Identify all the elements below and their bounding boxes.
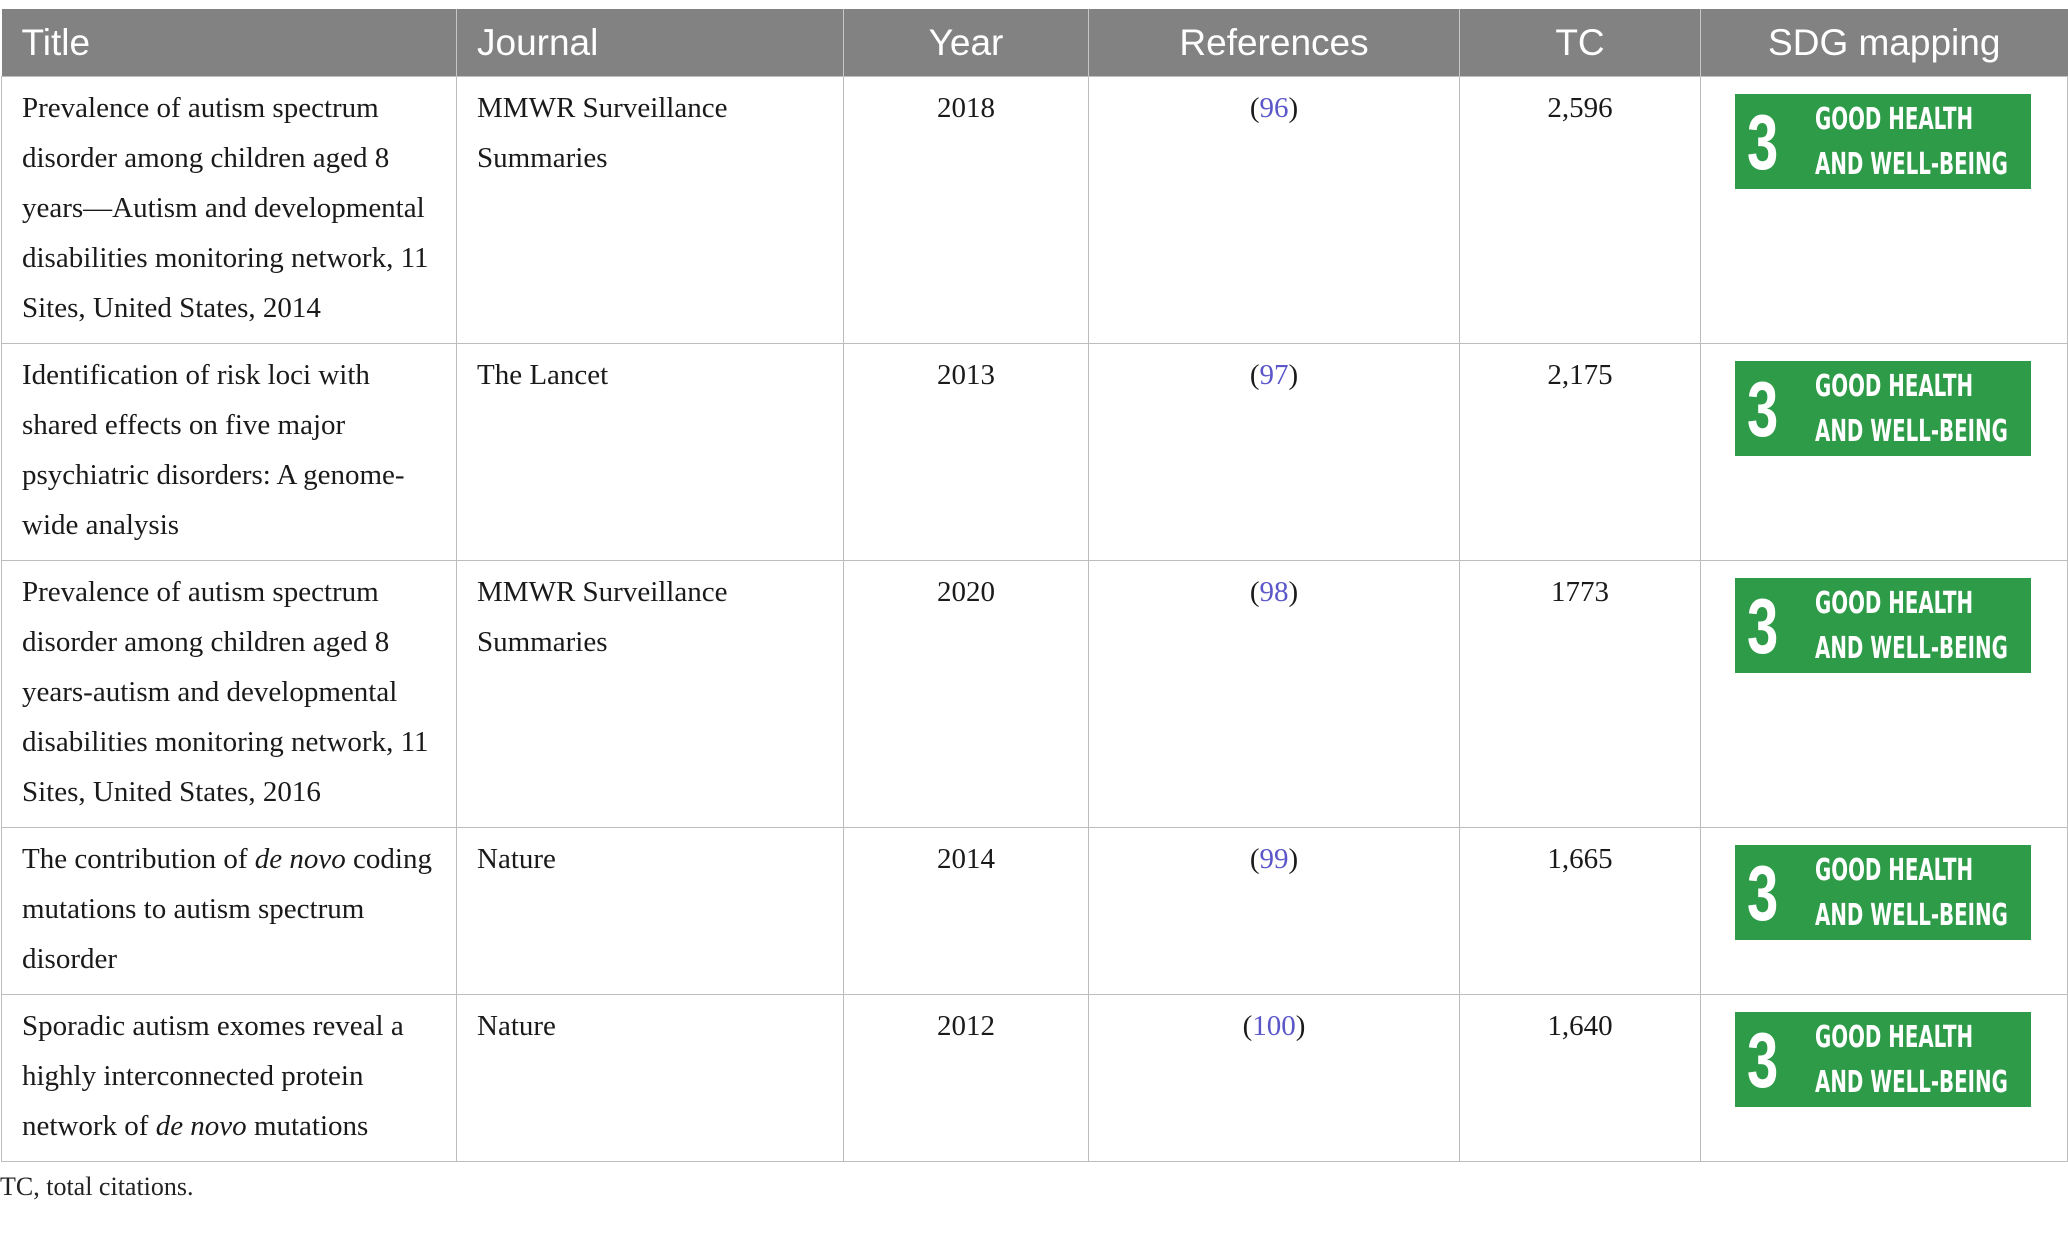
cell-sdg: 3 GOOD HEALTH AND WELL-BEING	[1700, 76, 2068, 344]
cell-sdg: 3 GOOD HEALTH AND WELL-BEING	[1700, 827, 2068, 995]
cell-sdg: 3 GOOD HEALTH AND WELL-BEING	[1700, 343, 2068, 561]
cell-title: Identification of risk loci with shared …	[1, 343, 457, 561]
title-text-pre: Sporadic autism exomes reveal a highly i…	[22, 1010, 404, 1142]
sdg-goal-3-badge: 3 GOOD HEALTH AND WELL-BEING	[1735, 578, 2031, 673]
cell-journal: MMWR Surveillance Summaries	[456, 560, 844, 828]
title-text-post: coding mutations to autism spectrum diso…	[22, 843, 432, 975]
cell-year: 2014	[843, 827, 1089, 995]
sdg-number: 3	[1747, 581, 1779, 670]
reference-link[interactable]: 97	[1259, 359, 1289, 391]
cell-reference: (100)	[1088, 994, 1460, 1162]
cell-title: Prevalence of autism spectrum disorder a…	[1, 560, 457, 828]
reference-link[interactable]: 99	[1259, 843, 1289, 875]
cell-tc: 2,596	[1459, 76, 1701, 344]
header-sdg-mapping: SDG mapping	[1700, 9, 2068, 77]
ref-open-paren: (	[1249, 92, 1260, 124]
ref-close-paren: )	[1288, 359, 1299, 391]
table-row: Sporadic autism exomes reveal a highly i…	[1, 994, 2068, 1162]
cell-year: 2012	[843, 994, 1089, 1162]
title-text-post: mutations	[246, 1110, 369, 1142]
table-header-row: Title Journal Year References TC SDG map…	[1, 9, 2068, 77]
title-text-pre: The contribution of	[22, 843, 255, 875]
header-year: Year	[843, 9, 1089, 77]
reference-link[interactable]: 98	[1259, 576, 1289, 608]
sdg-label-line1: GOOD HEALTH	[1815, 101, 1974, 137]
cell-tc: 2,175	[1459, 343, 1701, 561]
cell-tc: 1773	[1459, 560, 1701, 828]
cell-tc: 1,665	[1459, 827, 1701, 995]
sdg-label: GOOD HEALTH AND WELL-BEING	[1815, 97, 2008, 187]
ref-close-paren: )	[1288, 576, 1299, 608]
cell-year: 2013	[843, 343, 1089, 561]
table-row: Prevalence of autism spectrum disorder a…	[1, 560, 2068, 828]
cell-reference: (96)	[1088, 76, 1460, 344]
cell-title: The contribution of de novo coding mutat…	[1, 827, 457, 995]
header-references: References	[1088, 9, 1460, 77]
sdg-label-line1: GOOD HEALTH	[1815, 852, 1974, 888]
ref-open-paren: (	[1249, 576, 1260, 608]
sdg-label-line2: AND WELL-BEING	[1815, 413, 2008, 449]
reference-link[interactable]: 100	[1252, 1010, 1296, 1042]
sdg-number: 3	[1747, 1015, 1779, 1104]
header-journal: Journal	[456, 9, 844, 77]
cell-title: Sporadic autism exomes reveal a highly i…	[1, 994, 457, 1162]
sdg-label-line1: GOOD HEALTH	[1815, 1019, 1974, 1055]
sdg-number: 3	[1747, 97, 1779, 186]
table-row: Prevalence of autism spectrum disorder a…	[1, 76, 2068, 344]
cell-sdg: 3 GOOD HEALTH AND WELL-BEING	[1700, 560, 2068, 828]
reference-link[interactable]: 96	[1259, 92, 1289, 124]
title-text-italic: de novo	[254, 843, 346, 875]
sdg-label: GOOD HEALTH AND WELL-BEING	[1815, 581, 2008, 671]
sdg-label-line2: AND WELL-BEING	[1815, 1064, 2008, 1100]
sdg-label: GOOD HEALTH AND WELL-BEING	[1815, 364, 2008, 454]
ref-close-paren: )	[1288, 843, 1299, 875]
cell-sdg: 3 GOOD HEALTH AND WELL-BEING	[1700, 994, 2068, 1162]
cell-reference: (97)	[1088, 343, 1460, 561]
table-footnote: TC, total citations.	[0, 1172, 194, 1201]
ref-open-paren: (	[1242, 1010, 1253, 1042]
cell-journal: Nature	[456, 994, 844, 1162]
sdg-label: GOOD HEALTH AND WELL-BEING	[1815, 1015, 2008, 1105]
cell-year: 2020	[843, 560, 1089, 828]
cell-reference: (98)	[1088, 560, 1460, 828]
cell-reference: (99)	[1088, 827, 1460, 995]
ref-close-paren: )	[1295, 1010, 1306, 1042]
header-title: Title	[1, 9, 457, 77]
cell-journal: Nature	[456, 827, 844, 995]
ref-close-paren: )	[1288, 92, 1299, 124]
sdg-label-line2: AND WELL-BEING	[1815, 897, 2008, 933]
table-container: Title Journal Year References TC SDG map…	[0, 9, 2068, 1202]
sdg-number: 3	[1747, 848, 1779, 937]
sdg-goal-3-badge: 3 GOOD HEALTH AND WELL-BEING	[1735, 94, 2031, 189]
sdg-label-line1: GOOD HEALTH	[1815, 585, 1974, 621]
articles-table: Title Journal Year References TC SDG map…	[1, 9, 2068, 1162]
sdg-number: 3	[1747, 364, 1779, 453]
cell-tc: 1,640	[1459, 994, 1701, 1162]
sdg-label-line2: AND WELL-BEING	[1815, 146, 2008, 182]
cell-journal: The Lancet	[456, 343, 844, 561]
table-row: Identification of risk loci with shared …	[1, 343, 2068, 561]
ref-open-paren: (	[1249, 843, 1260, 875]
sdg-goal-3-badge: 3 GOOD HEALTH AND WELL-BEING	[1735, 361, 2031, 456]
sdg-label-line2: AND WELL-BEING	[1815, 630, 2008, 666]
table-row: The contribution of de novo coding mutat…	[1, 827, 2068, 995]
cell-year: 2018	[843, 76, 1089, 344]
header-tc: TC	[1459, 9, 1701, 77]
ref-open-paren: (	[1249, 359, 1260, 391]
cell-title: Prevalence of autism spectrum disorder a…	[1, 76, 457, 344]
sdg-goal-3-badge: 3 GOOD HEALTH AND WELL-BEING	[1735, 845, 2031, 940]
title-text-italic: de novo	[155, 1110, 247, 1142]
sdg-label-line1: GOOD HEALTH	[1815, 368, 1974, 404]
sdg-goal-3-badge: 3 GOOD HEALTH AND WELL-BEING	[1735, 1012, 2031, 1107]
cell-journal: MMWR Surveillance Summaries	[456, 76, 844, 344]
sdg-label: GOOD HEALTH AND WELL-BEING	[1815, 848, 2008, 938]
